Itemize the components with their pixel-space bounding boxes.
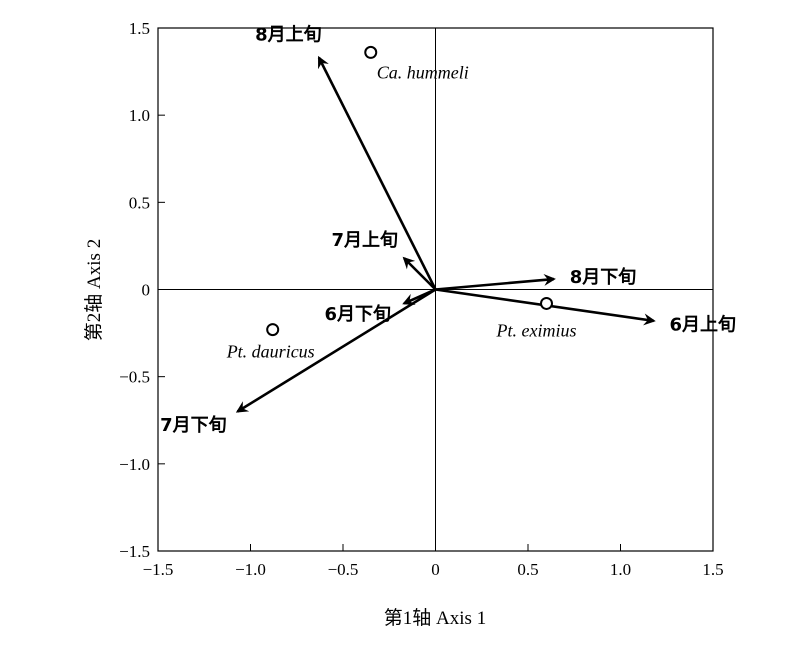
x-tick-label: −1.5 (143, 560, 174, 579)
site-point (364, 45, 378, 59)
vector-label: 7月上旬 (331, 229, 398, 251)
x-tick-label: 1.5 (702, 560, 723, 579)
vector-arrow (317, 55, 437, 291)
vector-label: 6月上旬 (669, 314, 736, 336)
point-label: Ca. hummeli (377, 62, 469, 82)
site-point (266, 323, 280, 337)
x-tick-label: −0.5 (328, 560, 359, 579)
vector-label: 6月下旬 (324, 303, 391, 325)
x-tick-label: 1.0 (610, 560, 631, 579)
x-tick-label: −1.0 (235, 560, 266, 579)
vector-label: 8月上旬 (255, 23, 322, 45)
y-tick-label: −0.5 (119, 368, 150, 387)
point-labels: Ca. hummeli Pt. dauricus Pt. eximius (226, 62, 577, 361)
point-label: Pt. eximius (496, 320, 577, 340)
y-tick-label: 0.5 (129, 193, 150, 212)
y-axis-title: 第2轴 Axis 2 (83, 239, 105, 341)
vector-label: 7月下旬 (160, 414, 227, 436)
vector-arrow (402, 256, 437, 291)
x-axis-title: 第1轴 Axis 1 (384, 607, 486, 629)
vector-arrow (235, 288, 437, 413)
y-tick-label: 1.5 (129, 19, 150, 38)
site-points (266, 45, 553, 337)
vector-arrow (435, 273, 556, 291)
y-axis: 1.5 1.0 0.5 0 −0.5 −1.0 −1.5 (119, 19, 165, 561)
x-axis: −1.5 −1.0 −0.5 0 0.5 1.0 1.5 (143, 544, 724, 579)
vector-labels: 8月上旬 7月上旬 6月下旬 7月下旬 8月下旬 6月上旬 (160, 23, 736, 436)
point-label: Pt. dauricus (226, 342, 315, 362)
y-tick-label: −1.0 (119, 455, 150, 474)
vector-arrows (235, 55, 656, 413)
vector-label: 8月下旬 (570, 266, 637, 288)
y-tick-label: 0 (142, 281, 151, 300)
y-tick-label: −1.5 (119, 542, 150, 561)
site-point (540, 296, 553, 310)
x-tick-label: 0.5 (517, 560, 538, 579)
x-tick-label: 0 (431, 560, 440, 579)
y-tick-label: 1.0 (129, 106, 150, 125)
